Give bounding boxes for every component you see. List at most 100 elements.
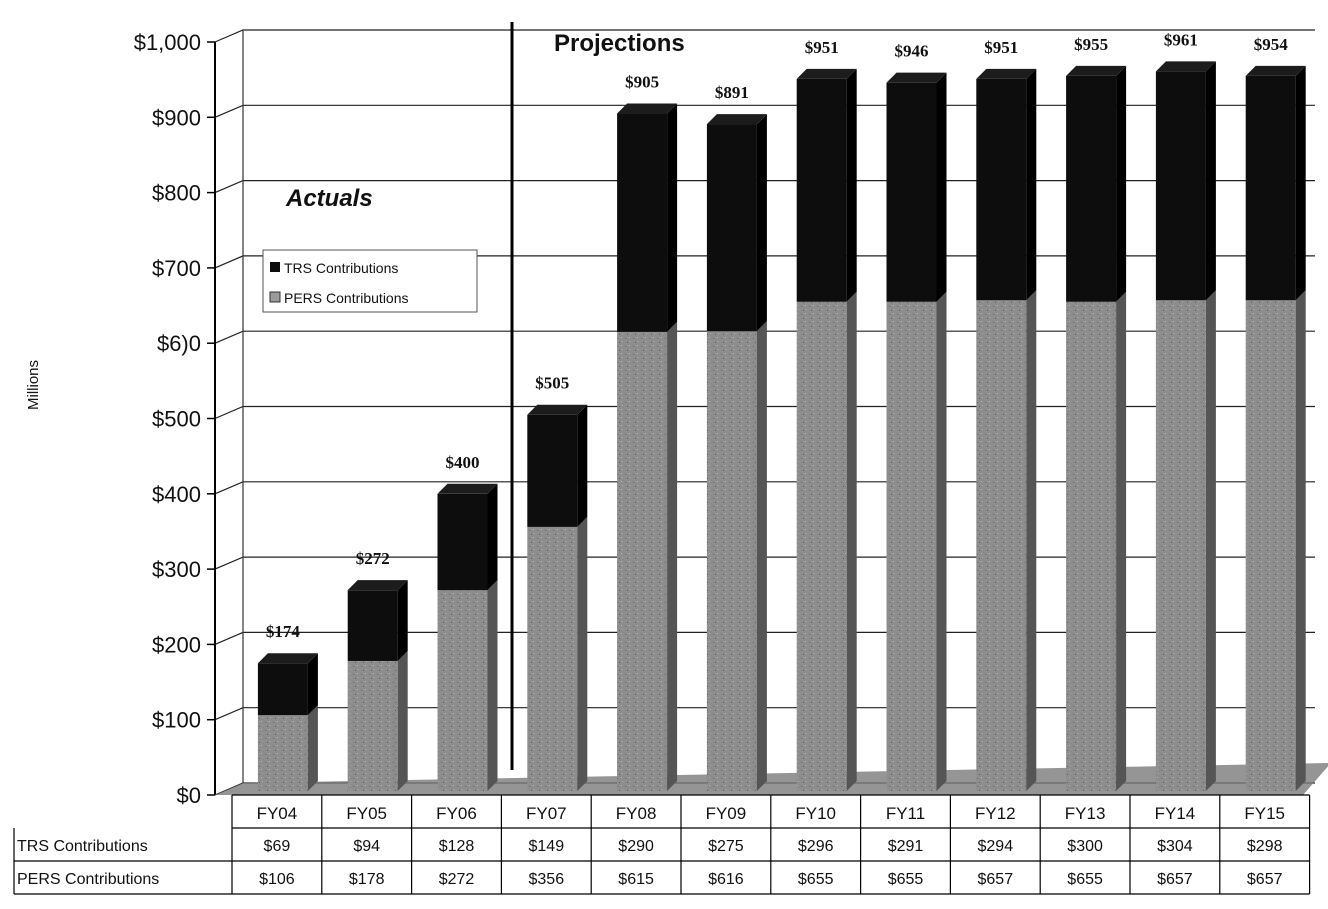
bar-top — [1066, 65, 1127, 76]
trs-bar — [886, 82, 937, 302]
bar-total-label: $400 — [446, 453, 480, 472]
pers-bar — [527, 526, 578, 791]
trs-bar — [1245, 75, 1296, 301]
legend: TRS Contributions PERS Contributions — [262, 249, 478, 313]
category-label: FY05 — [346, 804, 387, 823]
bar-top — [1245, 65, 1306, 76]
trs-bar-side — [936, 72, 947, 302]
actuals-annotation: Actuals — [285, 185, 373, 212]
pers-bar-side — [936, 291, 947, 791]
category-label: FY12 — [975, 804, 1016, 823]
legend-trs-swatch — [270, 262, 280, 272]
table-cell: $272 — [439, 871, 475, 888]
pers-bar — [976, 300, 1027, 791]
pers-bar — [437, 590, 488, 791]
pers-bar — [347, 660, 398, 791]
pers-bar — [1066, 301, 1117, 791]
trs-bar — [437, 493, 488, 591]
table-cell: $655 — [798, 871, 834, 888]
pers-bar-side — [1205, 290, 1216, 791]
bar-total-label: $174 — [266, 622, 301, 641]
bar-total-label: $954 — [1254, 35, 1289, 54]
table-cell: $291 — [888, 838, 924, 855]
table-cell: $356 — [529, 871, 565, 888]
legend-pers-label: PERS Contributions — [284, 290, 409, 306]
pers-bar-side — [756, 321, 767, 791]
pers-bar-side — [577, 516, 588, 791]
bar-top — [886, 72, 947, 83]
y-axis-title: Millions — [25, 360, 42, 410]
y-tick-label: $200 — [152, 632, 201, 657]
pers-bar — [886, 301, 937, 791]
table-cell: $304 — [1157, 838, 1193, 855]
trs-bar — [257, 663, 308, 716]
trs-bar-side — [1205, 61, 1216, 301]
category-label: FY06 — [436, 804, 477, 823]
bar-top — [796, 68, 857, 79]
table-cell: $657 — [1247, 871, 1283, 888]
category-label: FY08 — [616, 804, 657, 823]
bar-top — [527, 404, 588, 415]
legend-trs-label: TRS Contributions — [284, 260, 398, 276]
table-cell: $298 — [1247, 838, 1283, 855]
trs-bar-side — [577, 404, 588, 527]
table-cell: $615 — [618, 871, 654, 888]
legend-pers-swatch — [269, 291, 281, 303]
category-label: FY14 — [1155, 804, 1196, 823]
category-label: FY15 — [1244, 804, 1285, 823]
bar-top — [706, 114, 767, 125]
projections-annotation: Projections — [554, 30, 685, 57]
table-cell: $296 — [798, 838, 834, 855]
table-cell: $300 — [1067, 838, 1103, 855]
table-cell: $655 — [888, 871, 924, 888]
plot-floor — [215, 763, 1328, 795]
table-cell: $149 — [529, 838, 565, 855]
trs-bar — [1155, 71, 1206, 301]
bar-total-label: $905 — [625, 73, 659, 92]
y-tick-label: $100 — [152, 708, 201, 733]
trs-bar-side — [667, 103, 678, 332]
category-label: FY04 — [257, 804, 298, 823]
bar-total-label: $946 — [895, 42, 929, 61]
category-label: FY10 — [795, 804, 836, 823]
trs-bar-side — [846, 68, 857, 302]
y-tick-label: $400 — [152, 482, 201, 507]
bar-total-label: $951 — [805, 38, 839, 57]
y-tick-label: $1,000 — [134, 30, 201, 55]
legend-box — [262, 249, 478, 313]
trs-bar-side — [756, 114, 767, 332]
table-cell: $616 — [708, 871, 744, 888]
y-tick-label: $800 — [152, 181, 201, 206]
trs-bar — [527, 414, 578, 527]
category-label: FY07 — [526, 804, 567, 823]
pers-bar-side — [307, 705, 318, 791]
table-cell: $128 — [439, 838, 475, 855]
trs-bar — [617, 113, 668, 332]
y-tick-label: $900 — [152, 105, 201, 130]
trs-bar-side — [307, 653, 318, 716]
table-cell: $294 — [978, 838, 1014, 855]
trs-bar-side — [1116, 65, 1127, 302]
trs-bar-side — [487, 483, 498, 591]
bar-top — [976, 68, 1037, 79]
pers-bar-side — [667, 321, 678, 791]
pers-bar-side — [846, 291, 857, 791]
category-label: FY13 — [1065, 804, 1106, 823]
y-tick-label: $0 — [177, 783, 201, 808]
bar-top — [617, 103, 678, 114]
trs-bar-side — [1026, 68, 1037, 301]
trs-bar — [976, 78, 1027, 301]
pers-bar — [257, 715, 308, 791]
table-cell: $290 — [618, 838, 654, 855]
bar-top — [437, 483, 498, 494]
table-cell: $655 — [1067, 871, 1103, 888]
category-label: FY11 — [886, 804, 925, 823]
pers-bar-side — [1026, 290, 1037, 791]
table-cell: $657 — [1157, 871, 1193, 888]
pers-bar-side — [1295, 290, 1306, 791]
y-tick-label: $700 — [152, 256, 201, 281]
bar-total-label: $891 — [715, 83, 749, 102]
table-row-label: PERS Contributions — [17, 871, 159, 888]
trs-bar — [796, 78, 847, 302]
